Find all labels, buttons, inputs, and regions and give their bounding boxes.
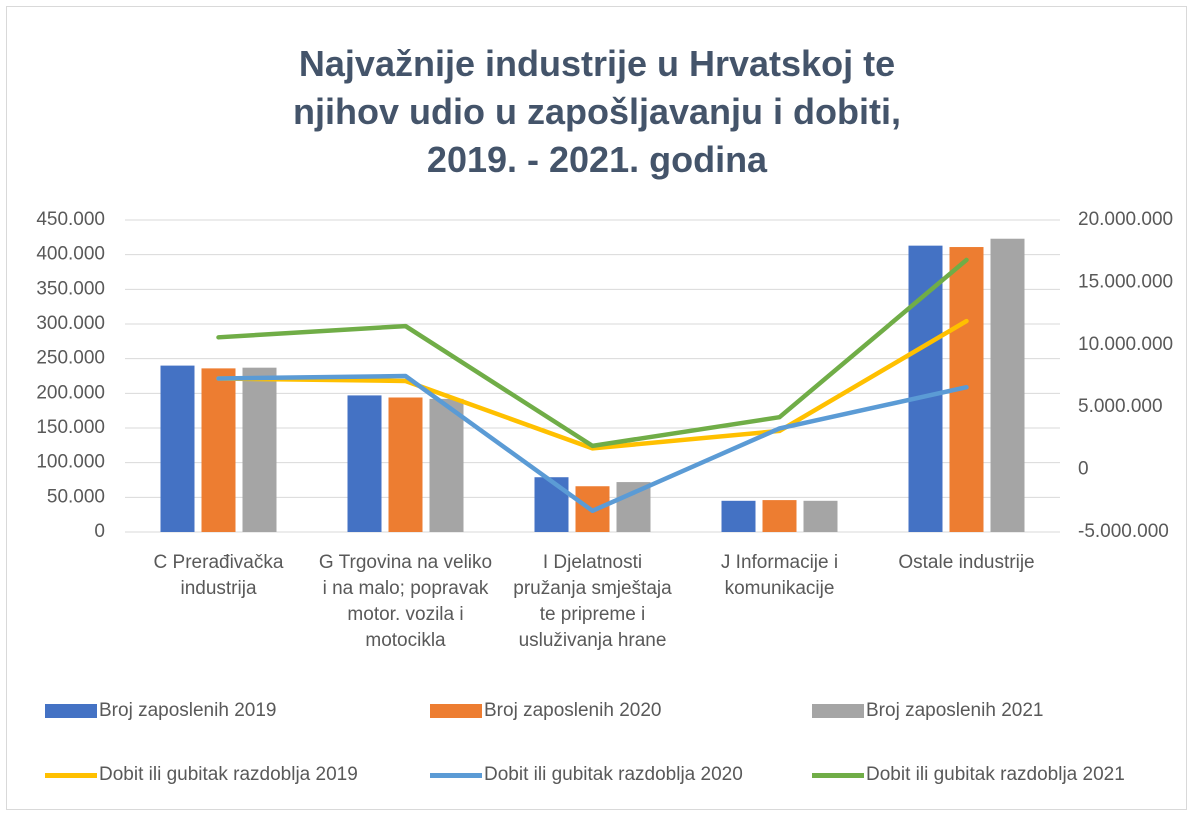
bar <box>429 398 464 532</box>
y2-tick-label: -5.000.000 <box>1078 521 1169 542</box>
chart-frame <box>6 6 1187 810</box>
y-tick-label: 400.000 <box>36 244 105 265</box>
y2-tick-label: 5.000.000 <box>1078 396 1163 417</box>
bar <box>347 395 382 532</box>
x-tick-label: I Djelatnosti pružanja smještaja te prip… <box>513 552 672 651</box>
bar <box>990 238 1025 532</box>
y-tick-label: 100.000 <box>36 452 105 473</box>
bar <box>201 368 236 532</box>
legend-entry: Dobit ili gubitak razdoblja 2019 <box>45 764 358 786</box>
y-tick-label: 350.000 <box>36 278 105 299</box>
line-series <box>216 318 969 451</box>
legend-entry: Dobit ili gubitak razdoblja 2020 <box>430 764 743 786</box>
legend-label: Broj zaposlenih 2021 <box>866 700 1044 721</box>
bar <box>762 500 797 532</box>
bar <box>160 365 195 532</box>
legend-swatch <box>430 704 482 718</box>
y-tick-label: 0 <box>94 521 105 542</box>
x-tick-label: G Trgovina na veliko i na malo; popravak… <box>318 552 493 651</box>
legend-label: Dobit ili gubitak razdoblja 2020 <box>484 764 743 785</box>
legend-swatch <box>430 772 482 778</box>
y-tick-label: 300.000 <box>36 313 105 334</box>
y-tick-label: 150.000 <box>36 417 105 438</box>
chart-title: Najvažnije industrije u Hrvatskoj te nji… <box>292 43 901 180</box>
bar <box>803 500 838 532</box>
legend-label: Dobit ili gubitak razdoblja 2021 <box>866 764 1125 785</box>
x-tick-label: J Informacije i komunikacije <box>720 552 839 599</box>
line-series <box>216 257 969 449</box>
legend-label: Broj zaposlenih 2019 <box>99 700 277 721</box>
y-tick-label: 50.000 <box>47 486 105 507</box>
legend-label: Dobit ili gubitak razdoblja 2019 <box>99 764 358 785</box>
y-tick-label: 250.000 <box>36 348 105 369</box>
bar <box>721 500 756 532</box>
legend-swatch <box>45 772 97 778</box>
legend-swatch <box>812 772 864 778</box>
legend-label: Broj zaposlenih 2020 <box>484 700 662 721</box>
line-series <box>216 373 969 514</box>
y2-tick-label: 10.000.000 <box>1078 334 1173 355</box>
y2-tick-label: 20.000.000 <box>1078 209 1173 230</box>
x-tick-label: C Prerađivačka industrija <box>153 552 284 599</box>
bar <box>908 245 943 533</box>
legend-entry: Dobit ili gubitak razdoblja 2021 <box>812 764 1125 786</box>
bar <box>534 477 569 532</box>
legend-swatch <box>45 704 97 718</box>
y2-tick-label: 15.000.000 <box>1078 271 1173 292</box>
bar <box>242 367 277 532</box>
legend-entry: Broj zaposlenih 2020 <box>430 700 661 722</box>
x-tick-label: Ostale industrije <box>898 552 1035 573</box>
bar <box>388 397 423 532</box>
legend-swatch <box>812 704 864 718</box>
legend-entry: Broj zaposlenih 2019 <box>45 700 276 722</box>
y-tick-label: 450.000 <box>36 209 105 230</box>
y-tick-label: 200.000 <box>36 382 105 403</box>
legend-entry: Broj zaposlenih 2021 <box>812 700 1043 722</box>
y2-tick-label: 0 <box>1078 459 1089 480</box>
